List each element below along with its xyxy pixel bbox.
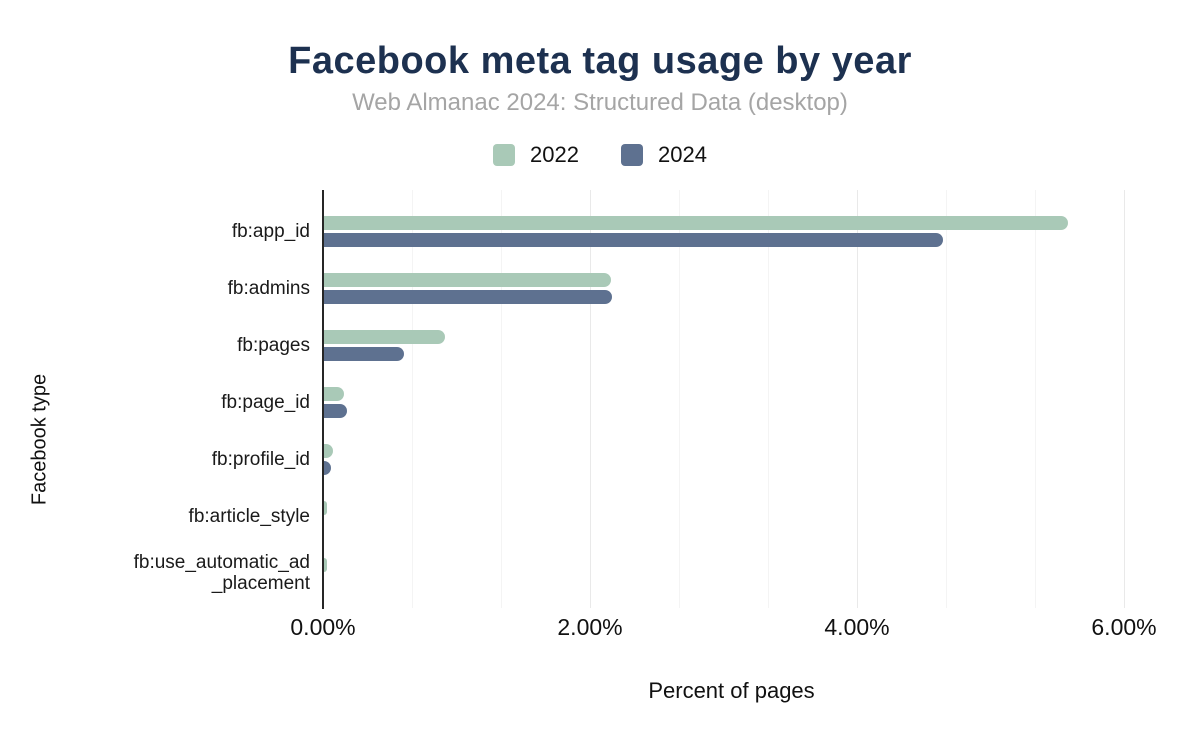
x-tick-label-4.00%: 4.00% [824,614,890,640]
y-category-label-fb:article_style: fb:article_style [188,505,310,527]
y-category-label-fb:page_id: fb:page_id [221,391,310,413]
y-category-label-fb:admins: fb:admins [227,277,310,299]
x-tick-label-6.00%: 6.00% [1091,614,1157,640]
major-gridline [590,190,591,608]
chart-title: Facebook meta tag usage by year [288,40,912,82]
y-category-labels: fb:app_id fb:admins fb:pages fb:page_id fb:p… [0,0,310,742]
minor-gridline [412,190,413,608]
minor-gridline [946,190,947,608]
legend-item-2024[interactable]: 2024 [621,142,707,168]
y-category-label-fb:use_automatic_ad_placement: fb:use_automatic_ad _placement [133,552,310,594]
major-gridline [857,190,858,608]
bar-2024-fb:app_id [324,232,944,247]
minor-gridline [1035,190,1036,608]
legend-label-2022: 2022 [530,142,579,167]
bar-2024-fb:admins [324,289,613,304]
minor-gridline [768,190,769,608]
y-category-label-fb:profile_id: fb:profile_id [211,448,310,470]
bar-2024-fb:page_id [324,403,347,418]
bar-2022-fb:app_id [324,215,1068,230]
bar-2022-fb:admins [324,272,612,287]
bar-2024-fb:profile_id [324,460,331,475]
bar-2022-fb:pages [324,329,446,344]
bar-2022-fb:page_id [324,386,345,401]
bar-2024-fb:pages [324,346,405,361]
y-category-label-fb:app_id: fb:app_id [231,220,310,242]
y-category-label-fb:pages: fb:pages [237,334,310,356]
legend: 2022 2024 [0,142,1200,168]
legend-item-2022[interactable]: 2022 [493,142,579,168]
x-axis-title: Percent of pages [648,678,815,703]
minor-gridline [679,190,680,608]
chart-subtitle: Web Almanac 2024: Structured Data (deskt… [352,89,848,116]
legend-swatch-2024-icon [621,144,643,166]
minor-gridline [501,190,502,608]
major-gridline [1124,190,1125,608]
legend-label-2024: 2024 [658,142,707,167]
x-tick-label-2.00%: 2.00% [557,614,623,640]
bar-2022-fb:profile_id [324,443,334,458]
legend-swatch-2022-icon [493,144,516,166]
plot-area [322,190,1140,609]
bar-2022-fb:article_style [324,500,327,515]
bar-2022-fb:use_automatic_ad_placement [324,557,327,572]
zero-baseline [322,190,324,609]
